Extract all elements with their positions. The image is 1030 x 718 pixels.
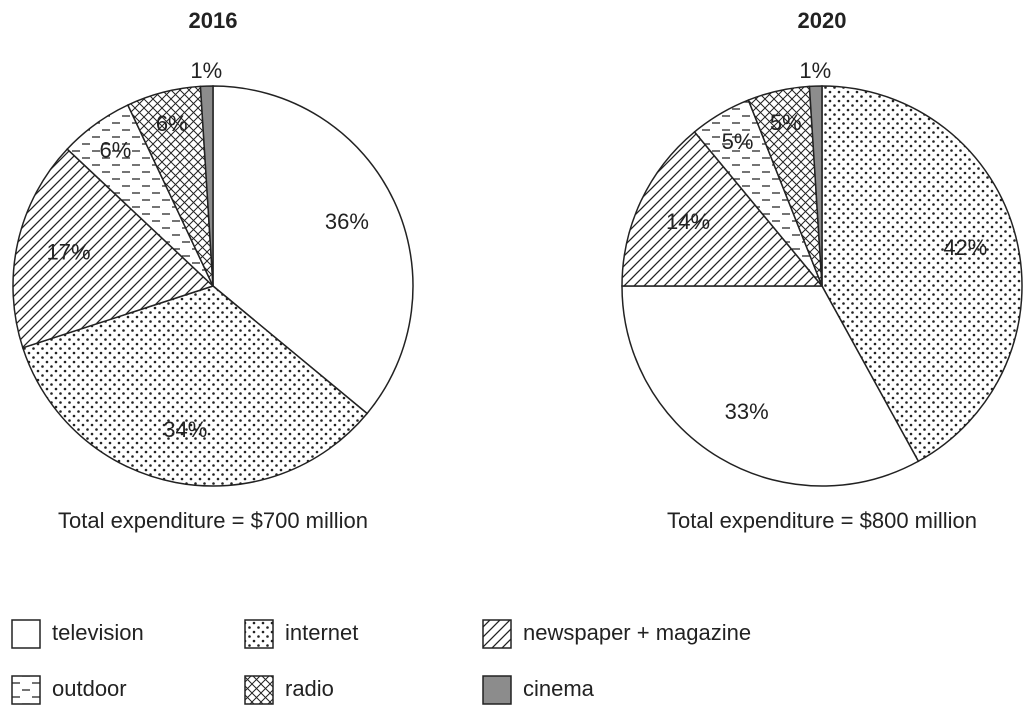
data-label: 5% bbox=[722, 129, 754, 154]
pie-slice bbox=[808, 85, 823, 287]
pie-slice bbox=[212, 85, 414, 415]
legend-swatch bbox=[482, 675, 512, 705]
data-label: 5% bbox=[770, 110, 802, 135]
legend-label: internet bbox=[285, 620, 358, 645]
data-label: 6% bbox=[156, 111, 188, 136]
chart-title: 2016 bbox=[189, 8, 238, 33]
legend-swatch bbox=[11, 619, 41, 649]
chart-subtitle: Total expenditure = $800 million bbox=[667, 508, 977, 533]
legend-swatch bbox=[11, 675, 41, 705]
data-label: 6% bbox=[100, 138, 132, 163]
pie-slice bbox=[621, 130, 824, 287]
legend-label: newspaper + magazine bbox=[523, 620, 751, 645]
data-label: 36% bbox=[325, 209, 369, 234]
pie-slice bbox=[21, 285, 369, 487]
data-label: 1% bbox=[190, 58, 222, 83]
chart-subtitle: Total expenditure = $700 million bbox=[58, 508, 368, 533]
legend-swatch bbox=[482, 619, 512, 649]
legend-label: cinema bbox=[523, 676, 595, 701]
data-label: 42% bbox=[943, 235, 987, 260]
data-label: 17% bbox=[47, 240, 91, 265]
pie-slice bbox=[821, 85, 1023, 463]
data-label: 33% bbox=[725, 399, 769, 424]
data-label: 34% bbox=[163, 417, 207, 442]
legend-label: television bbox=[52, 620, 144, 645]
data-label: 1% bbox=[799, 58, 831, 83]
pie-slice bbox=[199, 85, 214, 287]
pie-slice bbox=[621, 285, 920, 487]
legend-label: radio bbox=[285, 676, 334, 701]
legend-swatch bbox=[244, 619, 274, 649]
legend-swatch bbox=[244, 675, 274, 705]
data-label: 14% bbox=[666, 209, 710, 234]
chart-title: 2020 bbox=[798, 8, 847, 33]
pie-slice bbox=[12, 148, 215, 349]
legend-label: outdoor bbox=[52, 676, 127, 701]
